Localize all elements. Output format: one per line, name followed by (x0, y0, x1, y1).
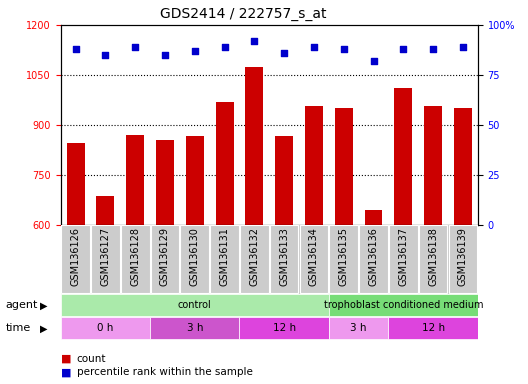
Text: GSM136129: GSM136129 (160, 227, 170, 286)
Point (370, 58, 378, 64)
Text: GSM136135: GSM136135 (339, 227, 349, 286)
Text: GSM136133: GSM136133 (279, 227, 289, 286)
Text: ■: ■ (61, 354, 71, 364)
Bar (454, 108, 472, 225)
Text: GDS2414 / 222757_s_at: GDS2414 / 222757_s_at (159, 7, 326, 21)
Bar (449, 225, 477, 293)
Bar (215, 101, 233, 225)
Text: 12 h: 12 h (272, 323, 296, 333)
Text: 0 h: 0 h (97, 323, 114, 333)
Bar (300, 225, 328, 293)
Bar (67, 143, 84, 225)
Bar (181, 225, 209, 293)
Bar (61, 225, 90, 293)
Text: count: count (77, 354, 106, 364)
Bar (240, 317, 329, 339)
Point (310, 44, 318, 50)
Text: ▶: ▶ (40, 323, 47, 333)
Text: GSM136136: GSM136136 (369, 227, 379, 286)
Bar (359, 225, 388, 293)
Point (280, 50, 288, 56)
Text: GSM136126: GSM136126 (71, 227, 81, 286)
Point (429, 46, 437, 52)
Bar (61, 317, 150, 339)
Bar (270, 225, 298, 293)
Bar (61, 294, 329, 316)
Point (399, 46, 408, 52)
Text: ▶: ▶ (40, 300, 47, 310)
Bar (150, 225, 180, 293)
Text: GSM136139: GSM136139 (458, 227, 468, 286)
Bar (156, 140, 174, 225)
Bar (419, 225, 447, 293)
Point (161, 52, 169, 58)
Text: 3 h: 3 h (351, 323, 367, 333)
Bar (210, 225, 239, 293)
Text: GSM136137: GSM136137 (398, 227, 408, 286)
Bar (394, 88, 412, 225)
Bar (121, 225, 149, 293)
Bar (329, 294, 478, 316)
Point (71, 46, 80, 52)
Bar (150, 317, 240, 339)
Bar (329, 317, 389, 339)
Text: GSM136130: GSM136130 (190, 227, 200, 286)
Bar (240, 225, 269, 293)
Bar (335, 108, 353, 225)
Text: control: control (178, 300, 212, 310)
Bar (424, 106, 442, 225)
Bar (186, 136, 204, 225)
Point (340, 46, 348, 52)
Point (131, 44, 139, 50)
Text: GSM136131: GSM136131 (220, 227, 230, 286)
Text: ■: ■ (61, 367, 71, 377)
Bar (246, 66, 263, 225)
Bar (126, 135, 144, 225)
Text: GSM136128: GSM136128 (130, 227, 140, 286)
Point (220, 44, 229, 50)
Bar (275, 136, 293, 225)
Text: agent: agent (5, 300, 37, 310)
Text: 12 h: 12 h (421, 323, 445, 333)
Point (191, 48, 199, 54)
Text: GSM136134: GSM136134 (309, 227, 319, 286)
Text: trophoblast conditioned medium: trophoblast conditioned medium (324, 300, 483, 310)
Point (101, 52, 110, 58)
Bar (305, 106, 323, 225)
Point (459, 44, 467, 50)
Point (250, 38, 259, 44)
Text: time: time (5, 323, 31, 333)
Bar (389, 317, 478, 339)
Bar (389, 225, 418, 293)
Text: 3 h: 3 h (186, 323, 203, 333)
Bar (365, 210, 382, 225)
Text: percentile rank within the sample: percentile rank within the sample (77, 367, 252, 377)
Text: GSM136132: GSM136132 (249, 227, 259, 286)
Bar (329, 225, 358, 293)
Text: GSM136138: GSM136138 (428, 227, 438, 286)
Bar (91, 225, 120, 293)
Text: GSM136127: GSM136127 (100, 227, 110, 286)
Bar (97, 196, 115, 225)
